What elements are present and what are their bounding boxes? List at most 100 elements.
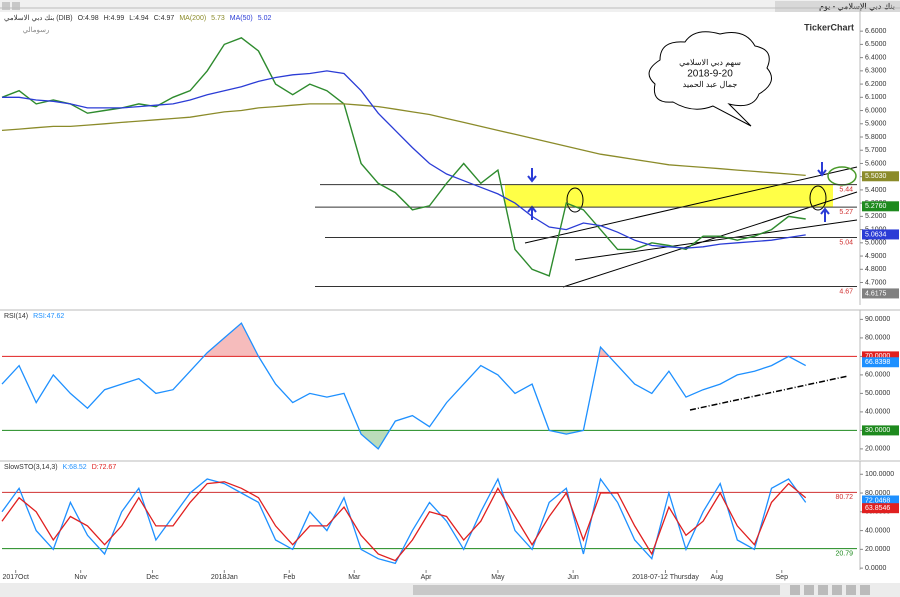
legend-text: 5.73 xyxy=(211,15,225,22)
y-tick-label: 6.3000 xyxy=(865,68,887,75)
legend-text: RSI(14) xyxy=(4,313,28,320)
series-line xyxy=(2,70,806,249)
value-tag xyxy=(862,425,899,436)
y-tick-label: 6.0000 xyxy=(865,107,887,114)
value-tag xyxy=(862,288,899,299)
y-tick-label: 6.4000 xyxy=(865,54,887,61)
nav-button[interactable] xyxy=(818,585,828,595)
y-tick-label: 0.0000 xyxy=(865,565,887,572)
window-title: بنك دبي الإسلامي - يوم xyxy=(819,2,895,11)
marker-ellipse xyxy=(566,187,584,213)
value-tag xyxy=(862,351,899,362)
value-tag-label: 70.0000 xyxy=(865,353,890,360)
trend-line xyxy=(574,219,858,261)
level-label: 5.44 xyxy=(839,186,853,193)
y-tick-label: 5.0000 xyxy=(865,240,887,247)
y-tick-label: 5.9000 xyxy=(865,121,887,128)
nav-button[interactable] xyxy=(860,585,870,595)
legend-text: H:4.99 xyxy=(104,15,125,22)
tool-button[interactable] xyxy=(2,2,10,10)
window-tab[interactable] xyxy=(775,1,900,12)
value-tag-label: 5.0634 xyxy=(865,231,887,238)
y-tick-label: 100.0000 xyxy=(865,471,894,478)
x-tick-label: Aug xyxy=(711,574,724,581)
trend-line xyxy=(562,191,858,288)
value-tag-label: 63.8546 xyxy=(865,505,890,512)
value-tag-label: 5.5030 xyxy=(865,173,887,180)
legend-text: RSI:47.62 xyxy=(33,313,64,320)
level-label: 80.72 xyxy=(835,494,853,501)
legend-text: L:4.94 xyxy=(129,15,149,22)
value-tag-label: 4.6175 xyxy=(865,290,887,297)
value-tag-label: 66.8398 xyxy=(865,359,890,366)
y-tick-label: 4.9000 xyxy=(865,253,887,260)
y-tick-label: 6.6000 xyxy=(865,28,887,35)
y-tick-label: 5.6000 xyxy=(865,160,887,167)
value-tag-label: 5.2760 xyxy=(865,203,887,210)
legend-text: بنك دبي الاسلامي (DIB) xyxy=(4,14,73,22)
legend-text: C:4.97 xyxy=(154,15,175,22)
y-tick-label: 5.2000 xyxy=(865,213,887,220)
x-tick-label: 2018Jan xyxy=(211,574,238,581)
value-tag xyxy=(862,495,899,506)
nav-button[interactable] xyxy=(804,585,814,595)
series-line xyxy=(1,103,806,177)
x-tick-label: Mar xyxy=(348,574,361,581)
level-label: 4.67 xyxy=(839,288,853,295)
y-tick-label: 50.0000 xyxy=(865,390,890,397)
legend-text: MA(50) xyxy=(230,15,253,22)
x-tick-label: Nov xyxy=(74,574,87,581)
level-label: 20.79 xyxy=(835,550,853,557)
toolbar xyxy=(0,0,900,12)
callout-cloud xyxy=(648,31,772,127)
nav-button[interactable] xyxy=(846,585,856,595)
brand: TickerChart xyxy=(804,22,854,32)
nav-button[interactable] xyxy=(832,585,842,595)
y-tick-label: 60.0000 xyxy=(865,372,890,379)
x-tick-label: 2017Oct xyxy=(2,574,29,581)
legend-text: 5.02 xyxy=(258,15,272,22)
arrow-down xyxy=(527,168,537,183)
value-tag xyxy=(862,201,899,212)
y-tick-label: 6.1000 xyxy=(865,94,887,101)
x-tick-label: Jun xyxy=(567,574,578,581)
x-tick-label: May xyxy=(491,574,505,581)
rsi-trend-line xyxy=(689,375,849,411)
legend-text: SlowSTO(3,14,3) xyxy=(4,464,58,471)
legend-text: K:68.52 xyxy=(63,464,87,471)
callout-text: 2018-9-20 xyxy=(687,69,733,80)
x-tick-label: 2018-07-12 Thursday xyxy=(632,574,699,581)
y-tick-label: 40.0000 xyxy=(865,527,890,534)
level-label: 5.27 xyxy=(839,209,853,216)
x-tick-label: Dec xyxy=(146,574,159,581)
y-tick-label: 4.8000 xyxy=(865,266,887,273)
series-line xyxy=(1,322,807,450)
value-tag xyxy=(862,229,899,240)
arrow-up xyxy=(820,207,830,222)
x-tick-label: Sep xyxy=(776,574,789,581)
level-label: 5.04 xyxy=(839,239,853,246)
y-tick-label: 80.0000 xyxy=(865,335,890,342)
arrow-down xyxy=(817,162,827,177)
legend-text: D:72.67 xyxy=(92,464,117,471)
y-tick-label: 90.0000 xyxy=(865,316,890,323)
y-tick-label: 5.8000 xyxy=(865,134,887,141)
legend-text: O:4.98 xyxy=(78,15,99,22)
highlight-zone xyxy=(505,185,833,207)
y-tick-label: 6.2000 xyxy=(865,81,887,88)
series-line xyxy=(1,37,806,277)
scroll-handle[interactable] xyxy=(413,585,780,595)
series-line xyxy=(1,481,807,562)
y-tick-label: 20.0000 xyxy=(865,546,890,553)
series-line xyxy=(1,477,807,565)
y-tick-label: 40.0000 xyxy=(865,409,890,416)
nav-button[interactable] xyxy=(790,585,800,595)
tool-button[interactable] xyxy=(12,2,20,10)
y-tick-label: 80.0000 xyxy=(865,490,890,497)
value-tag-label: 72.0468 xyxy=(865,497,890,504)
marker-ellipse xyxy=(809,185,827,211)
toolbar-label[interactable]: رسومالي xyxy=(23,26,50,34)
callout-text: جمال عبد الحميد xyxy=(683,80,738,89)
